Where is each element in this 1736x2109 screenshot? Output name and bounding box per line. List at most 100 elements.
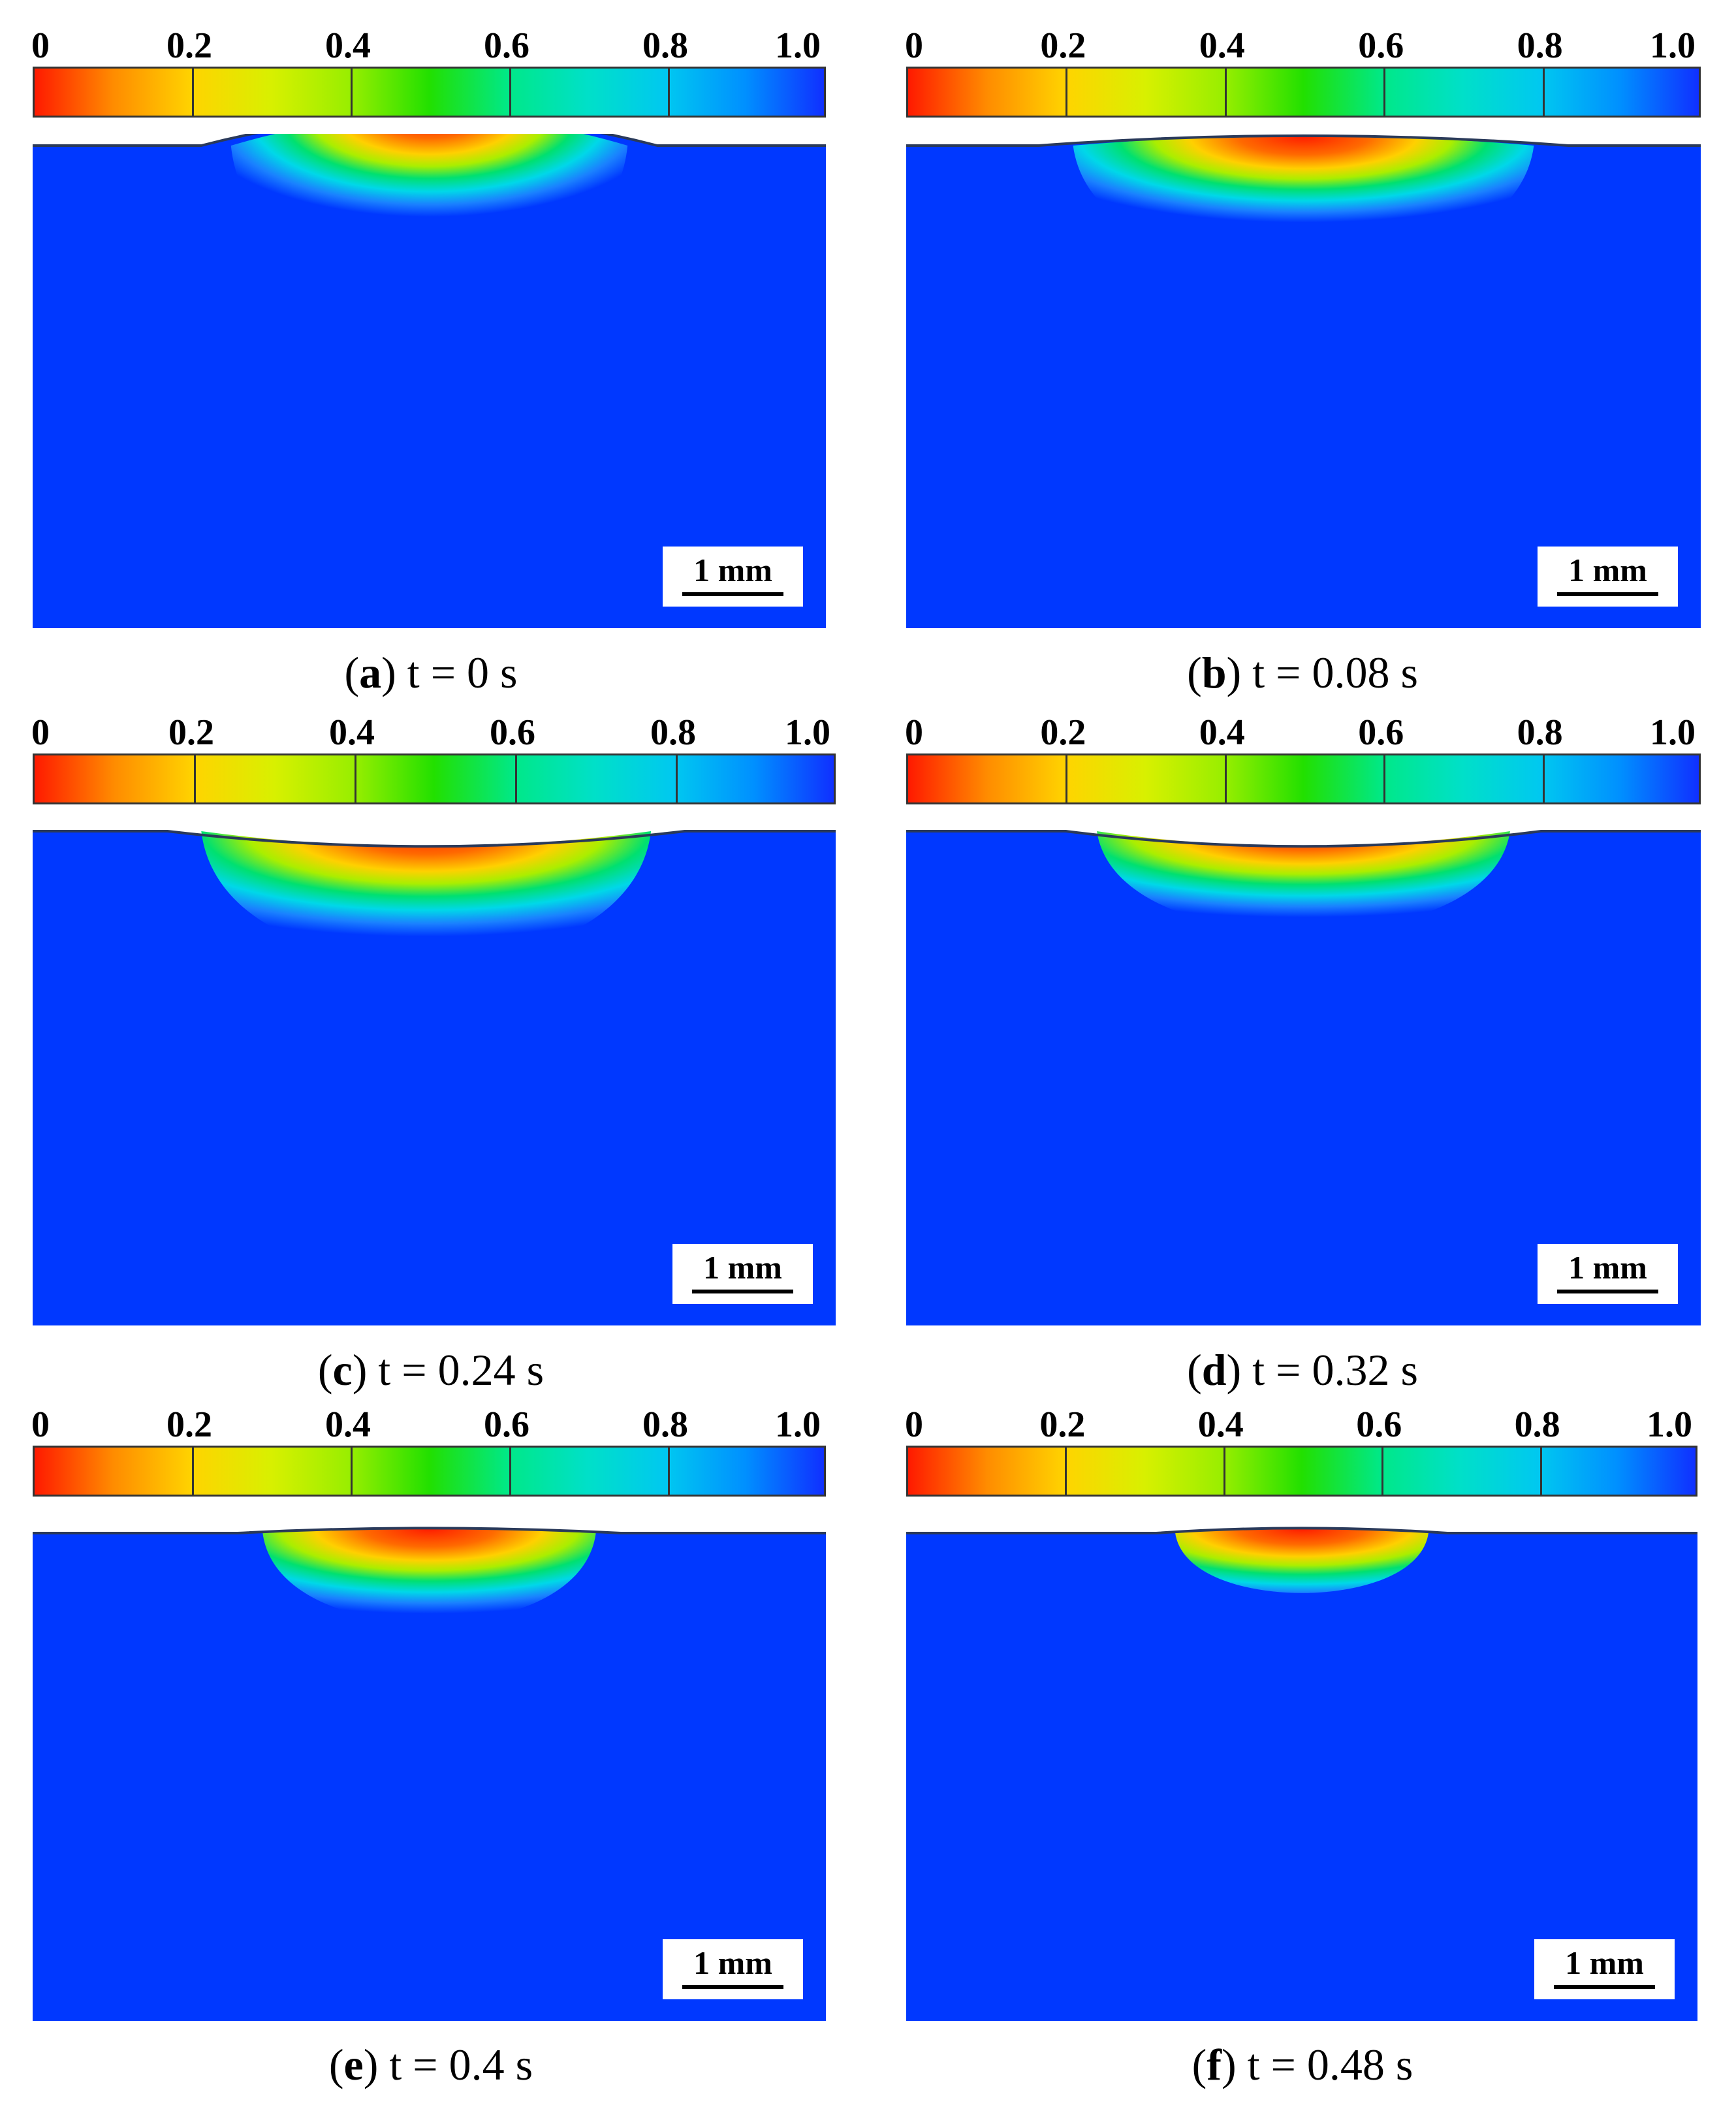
panel-letter: f	[1207, 2040, 1222, 2089]
contour-field	[33, 819, 836, 1325]
colorbar	[33, 67, 826, 118]
panel-time: t = 0.24 s	[378, 1345, 544, 1395]
colorbar-divider	[1223, 1448, 1225, 1495]
colorbar-tick-label: 1.0	[775, 25, 821, 66]
colorbar-tick-label: 0.6	[484, 25, 529, 66]
panel-letter: e	[343, 2040, 364, 2089]
panel-caption: (b) t = 0.08 s	[1187, 648, 1418, 697]
contour-field	[906, 819, 1701, 1325]
panel-time: t = 0.48 s	[1247, 2040, 1413, 2089]
colorbar-divider	[192, 69, 194, 116]
colorbar-divider	[1542, 69, 1545, 116]
panel-caption: (d) t = 0.32 s	[1187, 1345, 1418, 1395]
colorbar-divider	[1542, 755, 1545, 802]
panel-caption: (a) t = 0 s	[344, 648, 518, 697]
panel-caption: (f) t = 0.48 s	[1192, 2040, 1413, 2089]
contour-field	[906, 1521, 1697, 2021]
colorbar-divider	[1383, 755, 1386, 802]
colorbar-tick-label: 0.8	[642, 1404, 688, 1445]
surface-profile-line	[906, 830, 1701, 848]
panel-letter: c	[332, 1345, 353, 1395]
colorbar-tick-label: 0.6	[490, 712, 535, 753]
colorbar	[33, 1446, 826, 1497]
colorbar-divider	[676, 755, 678, 802]
colorbar-tick-label: 0.8	[642, 25, 688, 66]
scale-bar: 1 mm	[672, 1244, 813, 1304]
colorbar	[906, 1446, 1697, 1497]
colorbar-divider	[351, 1448, 353, 1495]
colorbar-divider	[1065, 1448, 1067, 1495]
colorbar-tick-label: 0.4	[1199, 712, 1245, 753]
melt-pool-region	[201, 831, 652, 963]
colorbar-divider	[1065, 69, 1068, 116]
scale-bar-label: 1 mm	[1565, 1944, 1644, 1981]
contour-field	[33, 1521, 826, 2021]
scale-bar-line	[1557, 592, 1658, 596]
colorbar-tick-label: 0.4	[329, 712, 375, 753]
scale-bar: 1 mm	[663, 547, 803, 607]
melt-pool-region	[230, 134, 628, 284]
colorbar-tick-label: 0.4	[325, 25, 371, 66]
scale-bar-line	[682, 1985, 783, 1989]
scale-bar-label: 1 mm	[1568, 552, 1647, 588]
colorbar-divider	[351, 69, 353, 116]
substrate-region	[906, 1521, 1697, 2021]
surface-profile-line	[906, 1527, 1697, 1534]
melt-pool-region	[1073, 135, 1534, 270]
scale-bar-label: 1 mm	[693, 552, 772, 588]
colorbar-tick-label: 0.2	[168, 712, 214, 753]
free-surface-gap	[33, 819, 836, 847]
surface-profile-line	[33, 1527, 826, 1534]
colorbar-tick-label: 0.2	[166, 1404, 212, 1445]
colorbar-divider	[194, 755, 196, 802]
scale-bar: 1 mm	[1534, 1939, 1675, 1999]
scale-bar-line	[1557, 1290, 1658, 1293]
colorbar-divider	[1224, 69, 1227, 116]
scale-bar-label: 1 mm	[693, 1944, 772, 1981]
panel-time: t = 0 s	[407, 648, 518, 697]
colorbar-divider	[355, 755, 356, 802]
scale-bar-line	[1554, 1985, 1655, 1989]
colorbar-divider	[515, 755, 517, 802]
surface-profile-line	[33, 830, 836, 848]
scale-bar-label: 1 mm	[703, 1249, 782, 1286]
scale-bar-line	[692, 1290, 793, 1293]
colorbar-tick-label: 0.8	[1517, 25, 1563, 66]
colorbar-tick-label: 0.2	[1040, 25, 1086, 66]
colorbar-tick-label: 0	[905, 25, 923, 66]
panel-letter: d	[1201, 1345, 1227, 1395]
panel-caption: (c) t = 0.24 s	[317, 1345, 544, 1395]
melt-pool-region	[1175, 1528, 1428, 1593]
panel-time: t = 0.4 s	[389, 2040, 533, 2089]
free-surface-gap	[33, 134, 826, 146]
free-surface-gap	[906, 819, 1701, 847]
panel-letter: b	[1201, 648, 1227, 697]
colorbar-tick-label: 0.6	[1358, 25, 1404, 66]
colorbar-tick-label: 0.6	[1358, 712, 1404, 753]
colorbar-tick-label: 0.8	[1517, 712, 1563, 753]
colorbar-divider	[192, 1448, 194, 1495]
melt-pool-region	[1097, 831, 1510, 932]
scale-bar-line	[682, 592, 783, 596]
colorbar-divider	[1381, 1448, 1384, 1495]
colorbar-tick-label: 0	[31, 25, 50, 66]
colorbar-tick-label: 0.6	[484, 1404, 529, 1445]
free-surface-gap	[906, 134, 1701, 146]
colorbar-tick-label: 0.8	[650, 712, 696, 753]
colorbar-tick-label: 0	[905, 1404, 923, 1445]
panel-letter: a	[359, 648, 382, 697]
colorbar-tick-label: 0.2	[1040, 712, 1086, 753]
colorbar-tick-label: 0.8	[1514, 1404, 1560, 1445]
surface-profile-line	[906, 134, 1701, 147]
colorbar-tick-label: 1.0	[775, 1404, 821, 1445]
colorbar-divider	[1224, 755, 1227, 802]
scale-bar: 1 mm	[1538, 547, 1678, 607]
colorbar-divider	[509, 69, 511, 116]
colorbar-tick-label: 1.0	[785, 712, 830, 753]
panel-caption: (e) t = 0.4 s	[328, 2040, 533, 2089]
colorbar-tick-label: 0.4	[325, 1404, 371, 1445]
colorbar-divider	[1065, 755, 1068, 802]
colorbar-tick-label: 0.2	[166, 25, 212, 66]
colorbar-tick-label: 0.4	[1199, 25, 1245, 66]
colorbar-tick-label: 0	[31, 1404, 50, 1445]
